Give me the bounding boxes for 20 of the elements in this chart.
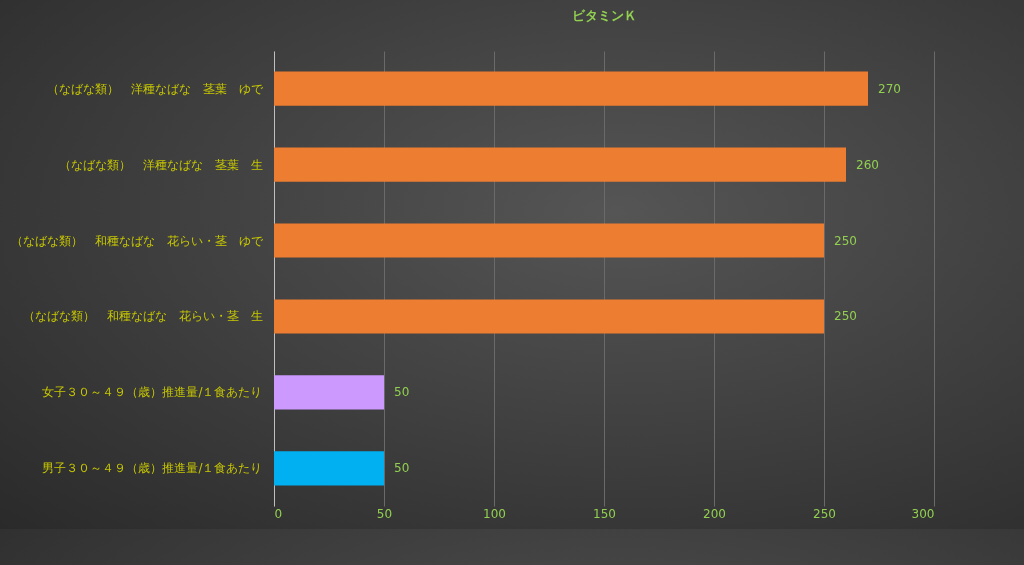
y-tick-label: 女子３０～４９（歳）推進量/１食あたり (42, 385, 263, 400)
y-tick-label: （なばな類） 洋種なばな 茎葉 生 (58, 157, 263, 172)
y-tick-label: （なばな類） 洋種なばな 茎葉 ゆで (46, 81, 264, 96)
y-tick-label: （なばな類） 和種なばな 花らい・茎 ゆで (10, 233, 264, 248)
data-label: 50 (394, 461, 410, 476)
x-tick-label: 0 (274, 506, 283, 521)
x-tick-label: 100 (483, 506, 506, 521)
y-tick-label: 男子３０～４９（歳）推進量/１食あたり (42, 461, 263, 476)
data-label: 260 (856, 157, 879, 172)
chart-title: ビタミンＫ (571, 8, 637, 23)
data-label: 250 (834, 309, 857, 324)
x-tick-label: 200 (703, 506, 726, 521)
data-label: 250 (834, 233, 857, 248)
x-tick-label: 150 (593, 506, 616, 521)
x-tick-label: 250 (813, 506, 836, 521)
data-label: 50 (394, 385, 410, 400)
data-label: 270 (878, 81, 901, 96)
x-tick-label: 50 (376, 506, 393, 521)
x-tick-label: 300 (911, 506, 935, 521)
y-tick-label: （なばな類） 和種なばな 花らい・茎 生 (22, 309, 263, 324)
